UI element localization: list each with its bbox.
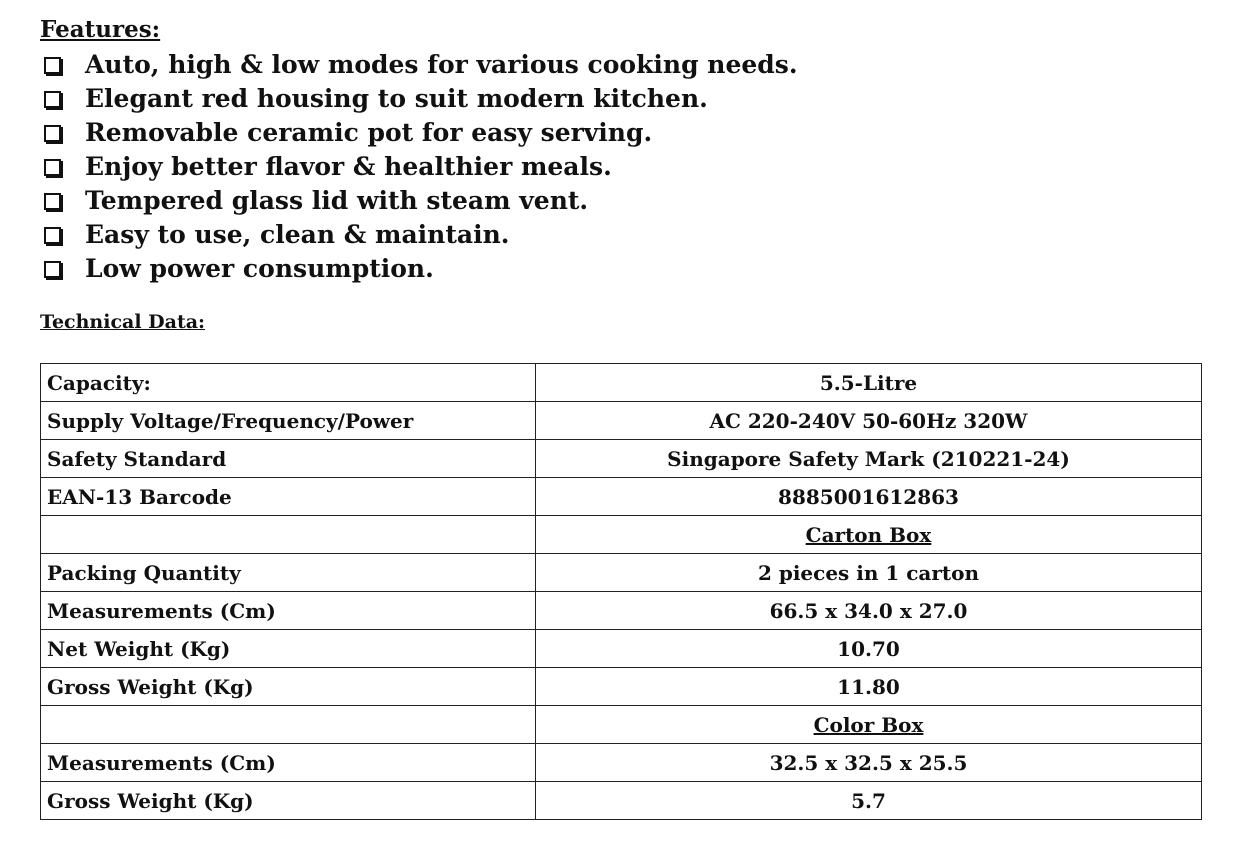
- label-cell: Gross Weight (Kg): [40, 667, 536, 706]
- feature-item: Elegant red housing to suit modern kitch…: [40, 82, 798, 116]
- label-cell: Measurements (Cm): [40, 591, 536, 630]
- table-row: Net Weight (Kg) 10.70: [40, 629, 1202, 668]
- section-header: Carton Box: [535, 515, 1202, 554]
- checkbox-bullet: [44, 90, 61, 108]
- table-row: Packing Quantity 2 pieces in 1 carton: [40, 553, 1202, 592]
- value-cell: 66.5 x 34.0 x 27.0: [535, 591, 1202, 630]
- features-list: Auto, high & low modes for various cooki…: [40, 48, 798, 286]
- feature-item: Easy to use, clean & maintain.: [40, 218, 798, 252]
- checkbox-bullet: [44, 226, 61, 244]
- label-cell: Gross Weight (Kg): [40, 781, 536, 820]
- feature-item: Auto, high & low modes for various cooki…: [40, 48, 798, 82]
- value-cell: 5.7: [535, 781, 1202, 820]
- value-cell: AC 220-240V 50-60Hz 320W: [535, 401, 1202, 440]
- feature-text: Easy to use, clean & maintain.: [85, 220, 510, 249]
- table-row: Color Box: [40, 705, 1202, 744]
- table-row: Carton Box: [40, 515, 1202, 554]
- feature-item: Tempered glass lid with steam vent.: [40, 184, 798, 218]
- value-cell: 10.70: [535, 629, 1202, 668]
- label-cell: [40, 515, 536, 554]
- features-title: Features:: [40, 16, 161, 43]
- label-cell: EAN-13 Barcode: [40, 477, 536, 516]
- table-row: EAN-13 Barcode 8885001612863: [40, 477, 1202, 516]
- label-cell: Safety Standard: [40, 439, 536, 478]
- value-cell: 5.5-Litre: [535, 363, 1202, 402]
- checkbox-bullet: [44, 124, 61, 142]
- feature-item: Removable ceramic pot for easy serving.: [40, 116, 798, 150]
- label-cell: Packing Quantity: [40, 553, 536, 592]
- checkbox-bullet: [44, 56, 61, 74]
- value-cell: 11.80: [535, 667, 1202, 706]
- label-cell: Net Weight (Kg): [40, 629, 536, 668]
- checkbox-bullet: [44, 158, 61, 176]
- table-row: Measurements (Cm) 32.5 x 32.5 x 25.5: [40, 743, 1202, 782]
- value-cell: 2 pieces in 1 carton: [535, 553, 1202, 592]
- label-cell: Capacity:: [40, 363, 536, 402]
- feature-text: Elegant red housing to suit modern kitch…: [85, 84, 708, 113]
- label-cell: [40, 705, 536, 744]
- feature-text: Auto, high & low modes for various cooki…: [85, 50, 798, 79]
- checkbox-bullet: [44, 260, 61, 278]
- label-cell: Measurements (Cm): [40, 743, 536, 782]
- feature-text: Removable ceramic pot for easy serving.: [85, 118, 653, 147]
- feature-text: Enjoy better flavor & healthier meals.: [85, 152, 612, 181]
- value-cell: 8885001612863: [535, 477, 1202, 516]
- value-cell: Singapore Safety Mark (210221-24): [535, 439, 1202, 478]
- table-row: Measurements (Cm) 66.5 x 34.0 x 27.0: [40, 591, 1202, 630]
- technical-data-title: Technical Data:: [40, 311, 206, 333]
- table-row: Capacity: 5.5-Litre: [40, 363, 1202, 402]
- feature-item: Enjoy better flavor & healthier meals.: [40, 150, 798, 184]
- feature-text: Low power consumption.: [85, 254, 434, 283]
- table-row: Safety Standard Singapore Safety Mark (21…: [40, 439, 1202, 478]
- technical-data-table: Capacity: 5.5-Litre Supply Voltage/Frequen…: [40, 363, 1202, 820]
- table-row: Gross Weight (Kg) 5.7: [40, 781, 1202, 820]
- table-row: Supply Voltage/Frequency/Power AC 220-240…: [40, 401, 1202, 440]
- feature-text: Tempered glass lid with steam vent.: [85, 186, 589, 215]
- section-header: Color Box: [535, 705, 1202, 744]
- checkbox-bullet: [44, 192, 61, 210]
- value-cell: 32.5 x 32.5 x 25.5: [535, 743, 1202, 782]
- feature-item: Low power consumption.: [40, 252, 798, 286]
- table-row: Gross Weight (Kg) 11.80: [40, 667, 1202, 706]
- label-cell: Supply Voltage/Frequency/Power: [40, 401, 536, 440]
